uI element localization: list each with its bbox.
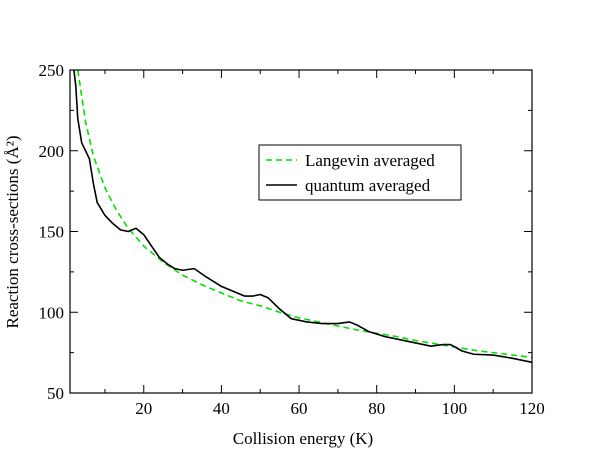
y-tick-label: 150 xyxy=(39,223,65,242)
legend-label-quantum: quantum averaged xyxy=(305,176,431,195)
legend-box xyxy=(258,144,462,201)
axis-ticks: 20 40 60 80 100 120 50 100 150 200 250 xyxy=(39,61,545,418)
series-line-langevin xyxy=(76,70,532,359)
x-axis-title: Collision energy (K) xyxy=(233,429,373,448)
legend-label-langevin: Langevin averaged xyxy=(305,151,435,170)
plot-area: 20 40 60 80 100 120 50 100 150 200 250 xyxy=(39,61,545,418)
x-tick-label: 80 xyxy=(368,399,385,418)
x-tick-label: 40 xyxy=(213,399,230,418)
y-tick-label: 250 xyxy=(39,61,65,80)
x-tick-label: 120 xyxy=(519,399,545,418)
y-axis-title: Reaction cross-sections (Å²) xyxy=(3,136,22,329)
series-line-quantum xyxy=(73,70,532,364)
series-lines xyxy=(73,70,532,364)
legend: Langevin averaged quantum averaged xyxy=(258,144,462,201)
y-tick-label: 50 xyxy=(47,384,64,403)
x-tick-label: 60 xyxy=(291,399,308,418)
x-tick-label: 100 xyxy=(442,399,468,418)
y-tick-label: 100 xyxy=(39,303,65,322)
x-tick-label: 20 xyxy=(135,399,152,418)
y-tick-label: 200 xyxy=(39,142,65,161)
